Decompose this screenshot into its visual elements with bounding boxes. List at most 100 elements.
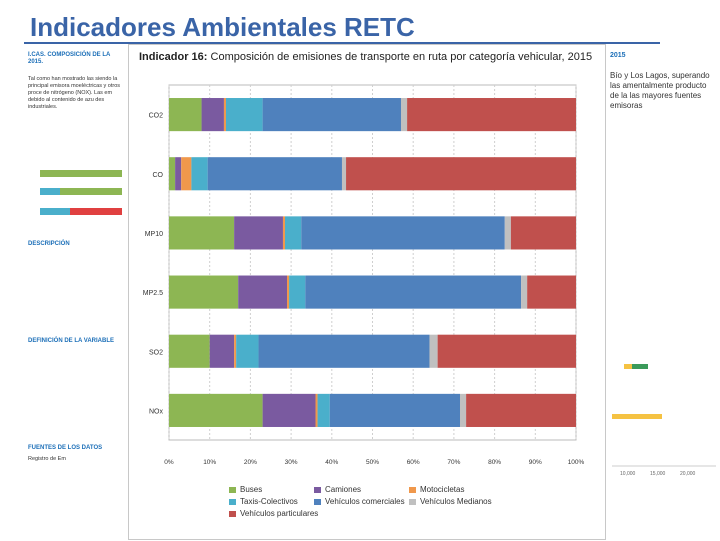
legend-item: Buses bbox=[229, 485, 262, 494]
legend-swatch bbox=[229, 510, 236, 517]
category-label: CO bbox=[153, 172, 164, 179]
bar-segment bbox=[466, 393, 576, 427]
mini-bar-green-3 bbox=[60, 188, 122, 195]
bar-segment bbox=[191, 157, 208, 191]
chart-panel: Indicador 16: Composición de emisiones d… bbox=[128, 44, 606, 540]
x-tick-label: 80% bbox=[488, 459, 501, 466]
category-label: NOx bbox=[149, 408, 164, 415]
chart-title-text: Composición de emisiones de transporte e… bbox=[210, 51, 593, 63]
bar-segment bbox=[236, 334, 259, 368]
bar-segment bbox=[169, 98, 202, 132]
bar-segment bbox=[234, 334, 237, 368]
legend-item: Vehículos Medianos bbox=[409, 497, 492, 506]
background-document-right: 2015 Bío y Los Lagos, superando las amen… bbox=[606, 48, 720, 540]
bar-segment bbox=[262, 393, 316, 427]
bar-segment bbox=[201, 98, 224, 132]
x-tick-label: 0% bbox=[164, 459, 174, 466]
bar-segment bbox=[238, 275, 288, 309]
chart-title: Indicador 16: Composición de emisiones d… bbox=[139, 51, 592, 63]
legend-swatch bbox=[314, 498, 321, 505]
bar-segment bbox=[169, 216, 235, 250]
legend-label: Vehículos comerciales bbox=[325, 497, 405, 506]
x-tick-label: 10% bbox=[203, 459, 216, 466]
right-axis-label-c: 20,000 bbox=[680, 471, 696, 477]
bar-segment bbox=[169, 393, 263, 427]
bar-segment bbox=[305, 275, 522, 309]
x-tick-label: 60% bbox=[407, 459, 420, 466]
bar-segment bbox=[169, 334, 210, 368]
category-label: MP10 bbox=[145, 231, 163, 238]
right-doc-header: 2015 bbox=[610, 52, 626, 59]
legend-swatch bbox=[314, 486, 321, 493]
bar-segment bbox=[289, 275, 306, 309]
x-tick-label: 20% bbox=[244, 459, 257, 466]
x-tick-label: 100% bbox=[568, 459, 585, 466]
mini-bar-green-2 bbox=[74, 170, 122, 177]
bar-segment bbox=[437, 334, 576, 368]
mini-bar-blue bbox=[40, 188, 60, 195]
left-doc-header: I.CAS. COMPOSICIÓN DE LA bbox=[28, 52, 111, 58]
mini-bar-blue-2 bbox=[40, 208, 70, 215]
bar-segment bbox=[341, 157, 347, 191]
bar-segment bbox=[207, 157, 342, 191]
bar-segment bbox=[504, 216, 511, 250]
legend-label: Motocicletas bbox=[420, 485, 465, 494]
bar-segment bbox=[175, 157, 182, 191]
bar-segment bbox=[317, 393, 330, 427]
mini-bar-green bbox=[40, 170, 74, 177]
background-document-left: I.CAS. COMPOSICIÓN DE LA 2015. Tal como … bbox=[24, 48, 128, 540]
right-mini-bar-green bbox=[632, 364, 648, 369]
bar-segment bbox=[181, 157, 192, 191]
left-doc-source: Registro de Em bbox=[28, 456, 66, 462]
x-tick-label: 70% bbox=[447, 459, 460, 466]
title-underline bbox=[24, 42, 660, 44]
mini-bar-red bbox=[70, 208, 122, 215]
chart-title-prefix: Indicador 16: bbox=[139, 51, 208, 63]
legend-label: Buses bbox=[240, 485, 263, 494]
bar-segment bbox=[169, 157, 176, 191]
bar-segment bbox=[284, 216, 302, 250]
category-label: SO2 bbox=[149, 349, 163, 356]
x-tick-label: 90% bbox=[529, 459, 542, 466]
legend-swatch bbox=[409, 498, 416, 505]
right-doc-paragraph: Bío y Los Lagos, superando las amentalme… bbox=[610, 71, 710, 110]
x-tick-label: 40% bbox=[325, 459, 338, 466]
bar-segment bbox=[287, 275, 290, 309]
bar-segment bbox=[234, 216, 283, 250]
bar-segment bbox=[400, 98, 408, 132]
bar-segment bbox=[429, 334, 438, 368]
right-doc-mini-chart: 10,000 15,000 20,000 bbox=[612, 364, 716, 477]
bar-segment bbox=[521, 275, 528, 309]
bar-segment bbox=[510, 216, 576, 250]
bar-segment bbox=[223, 98, 226, 132]
legend-swatch bbox=[409, 486, 416, 493]
bar-segment bbox=[315, 393, 318, 427]
bar-segment bbox=[169, 275, 239, 309]
left-doc-section-definition: DEFINICIÓN DE LA VARIABLE bbox=[28, 338, 115, 344]
left-doc-section-sources: FUENTES DE LOS DATOS bbox=[28, 445, 103, 451]
bar-segment bbox=[225, 98, 263, 132]
legend-item: Vehículos comerciales bbox=[314, 497, 405, 506]
bar-segment bbox=[209, 334, 235, 368]
left-doc-section-description: DESCRIPCIÓN bbox=[28, 241, 70, 247]
legend-item: Camiones bbox=[314, 485, 361, 494]
bar-segment bbox=[301, 216, 505, 250]
right-axis-label-a: 10,000 bbox=[620, 471, 636, 477]
legend-swatch bbox=[229, 498, 236, 505]
right-axis-label-b: 15,000 bbox=[650, 471, 666, 477]
x-tick-label: 50% bbox=[366, 459, 379, 466]
legend-label: Vehículos particulares bbox=[240, 509, 319, 518]
bar-segment bbox=[407, 98, 576, 132]
bar-segment bbox=[258, 334, 430, 368]
bar-segment bbox=[527, 275, 576, 309]
right-mini-bar-yellow bbox=[624, 364, 632, 369]
stacked-bar-chart: 0% 10% 20% 30% 40% 50% 60% 70% 80% 90% 100% CO2 CO MP… bbox=[143, 84, 585, 466]
legend-item: Motocicletas bbox=[409, 485, 464, 494]
slide-title: Indicadores Ambientales RETC bbox=[30, 12, 415, 42]
legend-swatch bbox=[229, 486, 236, 493]
left-doc-year: 2015. bbox=[28, 59, 44, 65]
bar-segment bbox=[282, 216, 285, 250]
category-label: MP2.5 bbox=[143, 290, 163, 297]
x-tick-label: 30% bbox=[285, 459, 298, 466]
bar-segment bbox=[329, 393, 461, 427]
